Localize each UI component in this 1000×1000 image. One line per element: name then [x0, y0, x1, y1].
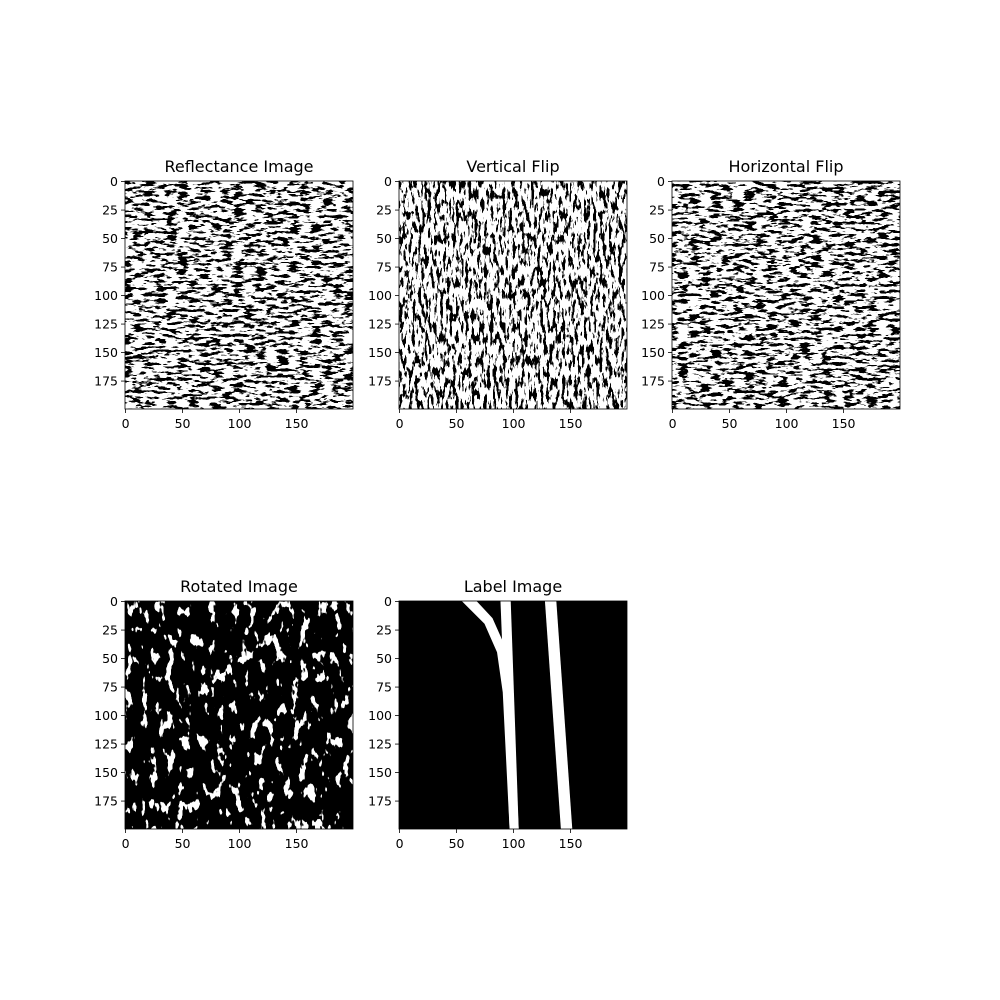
y-tick-label: 125 — [94, 317, 118, 332]
y-tick-label: 175 — [368, 794, 392, 809]
x-tick-label: 100 — [228, 416, 252, 431]
panel-frame — [671, 180, 901, 410]
y-tick-label: 0 — [110, 174, 118, 189]
x-tick-label: 150 — [285, 836, 309, 851]
y-tick-label: 25 — [376, 623, 392, 638]
panel-image — [399, 601, 627, 829]
x-tick-label: 0 — [669, 416, 677, 431]
y-tick-label: 75 — [102, 680, 118, 695]
y-tick-label: 125 — [94, 737, 118, 752]
y-tick-label: 150 — [368, 765, 392, 780]
panel-reflectance: Reflectance Image 0 50 100 150 0 25 50 75 100 125 1… — [94, 157, 354, 431]
x-tick-label: 100 — [775, 416, 799, 431]
y-tick-label: 125 — [368, 317, 392, 332]
y-tick-label: 75 — [102, 260, 118, 275]
y-tick-label: 175 — [94, 374, 118, 389]
y-tick-label: 150 — [94, 765, 118, 780]
y-tick-label: 25 — [102, 203, 118, 218]
x-tick-label: 0 — [122, 416, 130, 431]
panel-vertical-flip: Vertical Flip 0 50 100 150 0 25 50 75 100 125 150 17… — [368, 157, 628, 431]
x-tick-label: 50 — [175, 416, 191, 431]
y-tick-label: 25 — [649, 203, 665, 218]
x-tick-label: 100 — [228, 836, 252, 851]
x-tick-label: 100 — [502, 416, 526, 431]
panel-horizontal-flip: Horizontal Flip 0 50 100 150 0 25 50 75 100 125 150… — [641, 157, 901, 431]
y-tick-label: 100 — [368, 288, 392, 303]
y-tick-label: 25 — [376, 203, 392, 218]
x-tick-label: 0 — [396, 416, 404, 431]
y-tick-label: 150 — [94, 345, 118, 360]
x-tick-label: 150 — [285, 416, 309, 431]
x-tick-label: 50 — [175, 836, 191, 851]
x-tick-label: 150 — [559, 836, 583, 851]
panel-rotated: Rotated Image 0 50 100 150 0 25 50 75 100 125 150 17… — [94, 577, 354, 851]
panel-frame — [124, 600, 354, 830]
y-tick-label: 50 — [102, 231, 118, 246]
y-tick-label: 75 — [649, 260, 665, 275]
y-tick-label: 175 — [368, 374, 392, 389]
y-tick-label: 125 — [641, 317, 665, 332]
lane-marking-right — [544, 601, 573, 829]
y-tick-label: 25 — [102, 623, 118, 638]
y-tick-label: 100 — [368, 708, 392, 723]
panel-frame — [124, 180, 354, 410]
y-tick-label: 75 — [376, 680, 392, 695]
y-tick-label: 175 — [641, 374, 665, 389]
panel-title: Reflectance Image — [164, 157, 313, 176]
y-tick-label: 150 — [368, 345, 392, 360]
panel-frame — [398, 180, 628, 410]
y-tick-label: 175 — [94, 794, 118, 809]
x-tick-label: 0 — [396, 836, 404, 851]
x-tick-label: 50 — [722, 416, 738, 431]
panel-image — [672, 181, 900, 409]
panel-title: Rotated Image — [180, 577, 298, 596]
panel-image — [399, 181, 627, 409]
y-tick-label: 100 — [641, 288, 665, 303]
y-tick-label: 0 — [384, 174, 392, 189]
y-tick-label: 50 — [376, 651, 392, 666]
x-tick-label: 150 — [832, 416, 856, 431]
panel-label: Label Image 0 50 100 150 0 25 50 75 100 125 150 175 — [368, 577, 628, 851]
x-tick-label: 150 — [559, 416, 583, 431]
panel-title: Vertical Flip — [466, 157, 559, 176]
x-tick-label: 50 — [449, 836, 465, 851]
x-tick-label: 100 — [502, 836, 526, 851]
y-tick-label: 100 — [94, 288, 118, 303]
panel-image — [125, 601, 353, 829]
panel-frame — [398, 600, 628, 830]
y-tick-label: 100 — [94, 708, 118, 723]
x-tick-label: 50 — [449, 416, 465, 431]
lane-marking-center — [500, 601, 519, 829]
y-tick-label: 50 — [102, 651, 118, 666]
y-tick-label: 0 — [657, 174, 665, 189]
y-tick-label: 150 — [641, 345, 665, 360]
y-tick-label: 50 — [649, 231, 665, 246]
y-tick-label: 50 — [376, 231, 392, 246]
lane-marking-left — [450, 601, 519, 829]
y-tick-label: 125 — [368, 737, 392, 752]
panel-title: Horizontal Flip — [728, 157, 843, 176]
y-tick-label: 0 — [384, 594, 392, 609]
x-tick-label: 0 — [122, 836, 130, 851]
panel-title: Label Image — [464, 577, 562, 596]
panel-image — [125, 181, 353, 409]
y-tick-label: 0 — [110, 594, 118, 609]
y-tick-label: 75 — [376, 260, 392, 275]
